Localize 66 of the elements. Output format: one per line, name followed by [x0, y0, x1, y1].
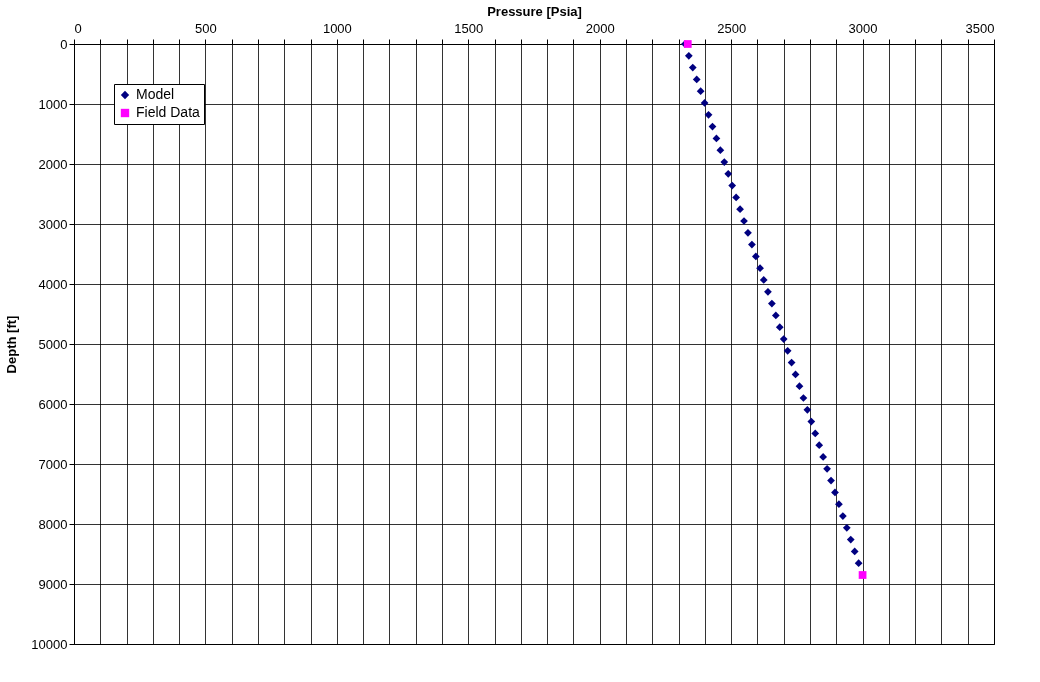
point [831, 488, 839, 497]
point [775, 323, 784, 332]
point [842, 523, 851, 532]
point [835, 500, 843, 509]
point [854, 559, 863, 568]
point [815, 441, 824, 450]
point [700, 99, 709, 107]
point [724, 169, 733, 178]
point [858, 571, 867, 579]
x-tick-label: 2500 [717, 20, 747, 36]
point [838, 512, 847, 520]
point [716, 146, 725, 155]
point [779, 335, 788, 343]
point [708, 122, 717, 131]
point [728, 181, 737, 190]
point [751, 252, 760, 261]
point [827, 476, 835, 485]
y-tick-label: 2000 [38, 156, 68, 172]
point [823, 464, 831, 473]
y-tick-label: 6000 [38, 396, 68, 412]
point [720, 158, 729, 166]
point [846, 535, 855, 544]
legend-label: Field Data [136, 104, 201, 120]
point [756, 264, 764, 273]
point [748, 240, 756, 249]
y-axis-title: Depth [ft] [4, 315, 20, 374]
point [850, 547, 859, 556]
point [704, 110, 713, 119]
x-tick-label: 1000 [322, 20, 352, 36]
point [744, 228, 752, 237]
point [696, 87, 705, 96]
point [764, 287, 772, 296]
point [799, 394, 808, 402]
point [787, 358, 796, 367]
point [819, 453, 828, 461]
x-tick-label: 2000 [585, 20, 615, 36]
y-tick-label: 10000 [31, 636, 68, 652]
point [712, 134, 721, 143]
y-tick-label: 3000 [38, 216, 68, 232]
y-tick-label: 8000 [38, 516, 68, 532]
y-tick-label: 5000 [38, 336, 68, 352]
x-tick-label: 1500 [454, 20, 484, 36]
point [768, 299, 776, 308]
legend-label: Model [136, 86, 175, 102]
point [771, 311, 780, 320]
point [783, 346, 792, 355]
y-tick-label: 4000 [38, 276, 68, 292]
x-tick-label: 0 [74, 20, 82, 36]
x-tick-label: 500 [195, 20, 217, 36]
y-tick-label: 1000 [38, 96, 68, 112]
point [795, 382, 804, 391]
point [759, 276, 768, 284]
y-tick-label: 7000 [38, 456, 68, 472]
point [736, 205, 744, 214]
point [684, 51, 693, 60]
point [803, 405, 812, 414]
x-tick-label: 3000 [848, 20, 878, 36]
y-tick-label: 9000 [38, 576, 68, 592]
y-tick-label: 0 [60, 36, 68, 52]
point [732, 193, 741, 202]
x-axis-title: Pressure [Psia] [487, 3, 582, 19]
point [811, 429, 820, 438]
point [692, 75, 701, 84]
point [688, 63, 697, 72]
x-tick-label: 3500 [965, 20, 995, 36]
point [807, 417, 816, 426]
